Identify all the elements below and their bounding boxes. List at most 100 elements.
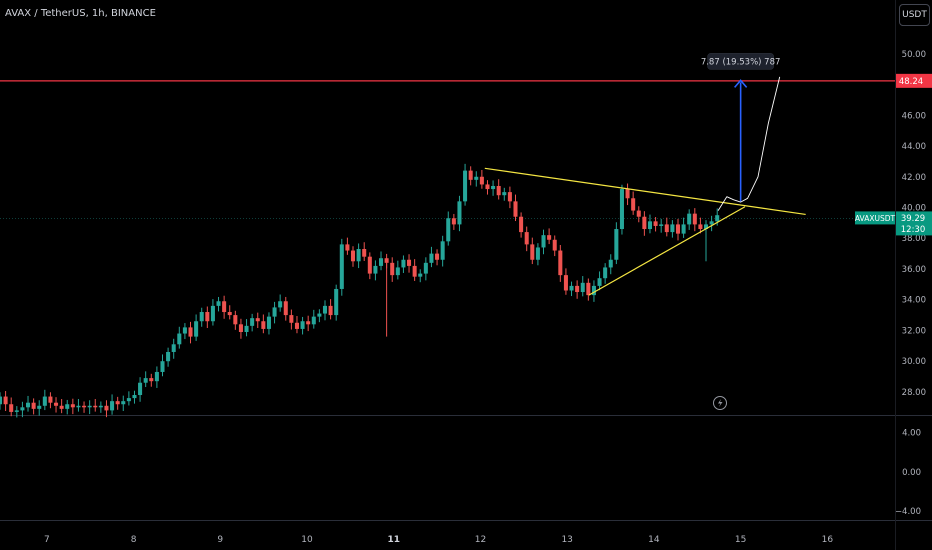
price-axis-tick: 44.00 (902, 142, 926, 152)
candle (362, 242, 367, 261)
candle (435, 249, 440, 266)
candle-body (31, 402, 36, 409)
candle-body (238, 324, 243, 332)
candle (675, 218, 681, 241)
candle-body (76, 405, 81, 408)
candle-body (558, 250, 563, 276)
symbol-title[interactable]: AVAX / TetherUS, 1h, BINANCE (5, 8, 156, 19)
candle-body (272, 307, 277, 317)
candle-body (14, 410, 19, 412)
currency-button[interactable]: USDT (899, 4, 930, 26)
lightning-icon[interactable] (713, 396, 727, 410)
candle-body (502, 192, 507, 196)
price-axis-tick: 50.00 (902, 50, 926, 60)
candle-body (294, 322, 299, 329)
candle (3, 391, 8, 412)
candle (82, 401, 87, 413)
candle (491, 180, 496, 196)
measure-arrow-head[interactable] (734, 79, 748, 88)
candle-body (608, 259, 613, 268)
candle (659, 218, 664, 233)
candle-body (362, 249, 367, 257)
candle (524, 226, 529, 252)
candle-body (401, 259, 406, 268)
candle (569, 281, 574, 297)
candle (698, 217, 703, 234)
candle (110, 394, 115, 415)
candle-body (82, 405, 87, 408)
candle (407, 254, 412, 273)
time-axis-tick: 12 (475, 535, 486, 545)
candle-body (664, 224, 669, 233)
candle-body (205, 312, 210, 322)
candle (59, 399, 64, 414)
candle-body (3, 396, 8, 405)
descending-trendline[interactable] (484, 167, 806, 216)
candle-body (160, 361, 165, 372)
candle-body (149, 378, 154, 382)
candle (379, 251, 384, 271)
candle (485, 180, 490, 195)
candle-body (457, 201, 462, 225)
candle-body (659, 224, 664, 226)
candle-body (143, 378, 148, 383)
price-axis-tick: 36.00 (902, 265, 926, 275)
candle-body (653, 221, 658, 226)
candle-body (322, 305, 328, 314)
candle (339, 238, 344, 296)
candle-body (182, 327, 187, 334)
candle-body (435, 253, 440, 260)
candle (126, 391, 131, 406)
candle-body (485, 184, 490, 190)
ascending-trendline[interactable] (588, 206, 746, 296)
candle-body (614, 229, 619, 260)
candle-body (20, 407, 25, 411)
price-axis-tick: 46.00 (902, 111, 926, 121)
candle-body (384, 258, 389, 263)
candle (31, 398, 36, 415)
candle (373, 260, 378, 281)
candle-body (261, 321, 266, 329)
candle (177, 326, 182, 349)
candle-body (379, 258, 384, 266)
resistance-price-label-bg (896, 73, 932, 88)
candle-body (479, 176, 484, 185)
candle-body (87, 405, 92, 408)
candle-body (311, 316, 316, 325)
candle-body (496, 185, 501, 196)
candle-body (222, 301, 227, 313)
candle-body (569, 285, 574, 291)
candle-body (48, 396, 53, 403)
candle-body (412, 265, 417, 277)
candle (143, 371, 148, 388)
candle-body (300, 321, 305, 329)
candle (395, 260, 400, 280)
candle-body (591, 285, 596, 296)
projection-path[interactable] (717, 76, 781, 211)
candle (87, 400, 92, 415)
resistance-price-label: 48.24 (899, 77, 923, 87)
candle (188, 321, 193, 344)
candle (692, 208, 697, 232)
candle (300, 316, 305, 335)
candlestick-series (0, 163, 720, 418)
candle-body (216, 301, 221, 306)
candle-body (547, 235, 552, 240)
candle-body (715, 215, 720, 222)
time-axis-tick: 16 (822, 535, 834, 545)
candle (350, 246, 356, 267)
candle (311, 309, 316, 329)
candle (14, 406, 19, 418)
candle-body (692, 213, 697, 225)
candle (681, 217, 686, 238)
candle (328, 299, 333, 320)
candle-body (580, 282, 585, 293)
candle (9, 397, 14, 417)
candle (614, 222, 619, 265)
candle-body (698, 224, 703, 230)
candle-body (597, 278, 602, 286)
candle-body (563, 275, 568, 291)
candle (222, 295, 227, 319)
